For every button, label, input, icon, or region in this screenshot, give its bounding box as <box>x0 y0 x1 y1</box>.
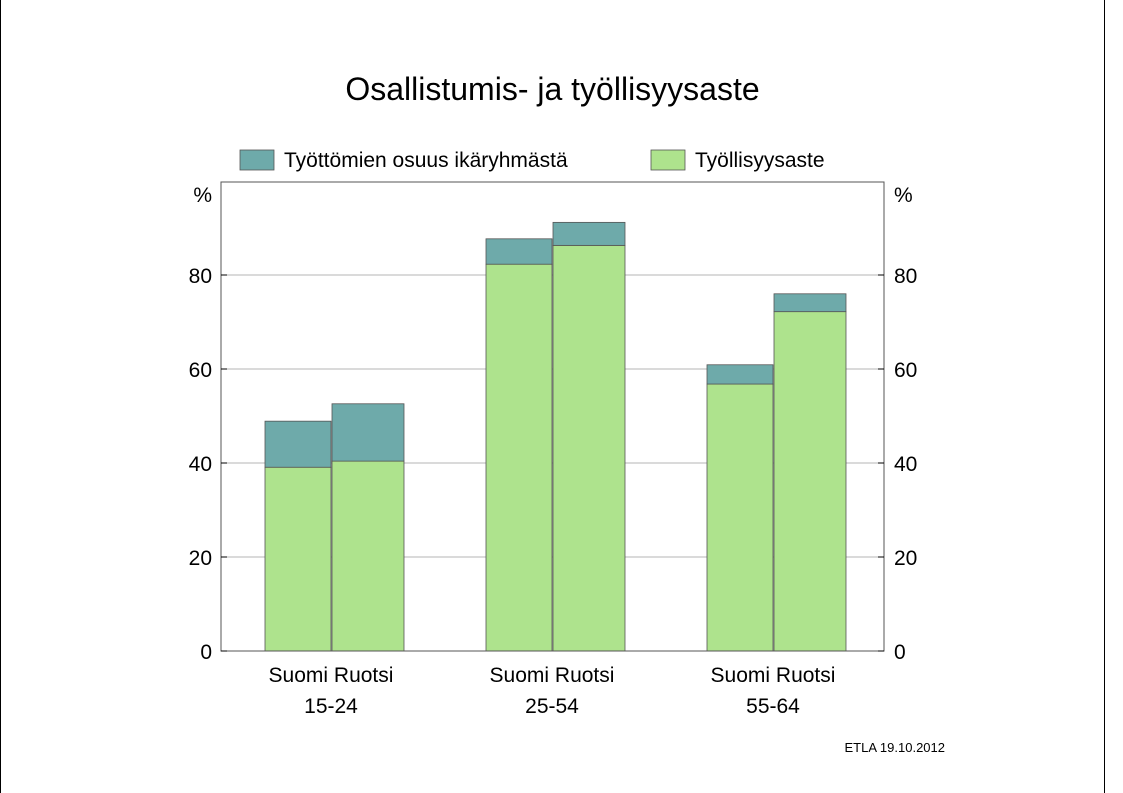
y-tick-label-left-40: 40 <box>189 453 212 476</box>
page-border-left <box>0 0 1 793</box>
page-border-right <box>1104 0 1105 793</box>
y-tick-label-right-20: 20 <box>894 547 917 570</box>
chart-title: Osallistumis- ja työllisyysaste <box>345 71 760 107</box>
x-label-age-group-55-64: 55-64 <box>746 695 800 718</box>
y-unit-label-left: % <box>193 184 212 207</box>
x-label-age-group-15-24: 15-24 <box>304 695 358 718</box>
x-label-countries-15-24: Suomi Ruotsi <box>269 664 394 687</box>
y-tick-label-left-80: 80 <box>189 265 212 288</box>
y-tick-label-left-0: 0 <box>200 641 212 664</box>
bar-unemployment-ruotsi-15-24 <box>331 403 405 462</box>
bar-employment-ruotsi-15-24 <box>331 460 405 652</box>
bar-employment-ruotsi-55-64 <box>773 311 847 652</box>
y-tick-label-right-0: 0 <box>894 641 906 664</box>
bar-unemployment-suomi-15-24 <box>264 420 332 468</box>
legend-swatch-2 <box>650 149 686 171</box>
y-tick-label-right-80: 80 <box>894 265 917 288</box>
bar-employment-suomi-15-24 <box>264 466 332 652</box>
y-tick-label-right-60: 60 <box>894 359 917 382</box>
plot-frame <box>220 181 885 652</box>
bar-unemployment-ruotsi-55-64 <box>773 293 847 313</box>
legend-label-1: Työttömien osuus ikäryhmästä <box>284 149 568 172</box>
bar-unemployment-ruotsi-25-54 <box>552 221 626 246</box>
legend-label-2: Työllisyysaste <box>695 149 825 172</box>
y-unit-label-right: % <box>894 184 913 207</box>
x-label-age-group-25-54: 25-54 <box>525 695 579 718</box>
source-note: ETLA 19.10.2012 <box>844 740 945 755</box>
x-label-countries-55-64: Suomi Ruotsi <box>711 664 836 687</box>
bar-employment-suomi-55-64 <box>706 383 774 652</box>
bar-employment-suomi-25-54 <box>485 263 553 652</box>
bar-employment-ruotsi-25-54 <box>552 244 626 652</box>
bar-unemployment-suomi-25-54 <box>485 238 553 265</box>
legend-swatch-1 <box>239 149 275 171</box>
y-tick-label-left-20: 20 <box>189 547 212 570</box>
bar-unemployment-suomi-55-64 <box>706 364 774 385</box>
y-tick-label-left-60: 60 <box>189 359 212 382</box>
x-label-countries-25-54: Suomi Ruotsi <box>490 664 615 687</box>
y-tick-label-right-40: 40 <box>894 453 917 476</box>
